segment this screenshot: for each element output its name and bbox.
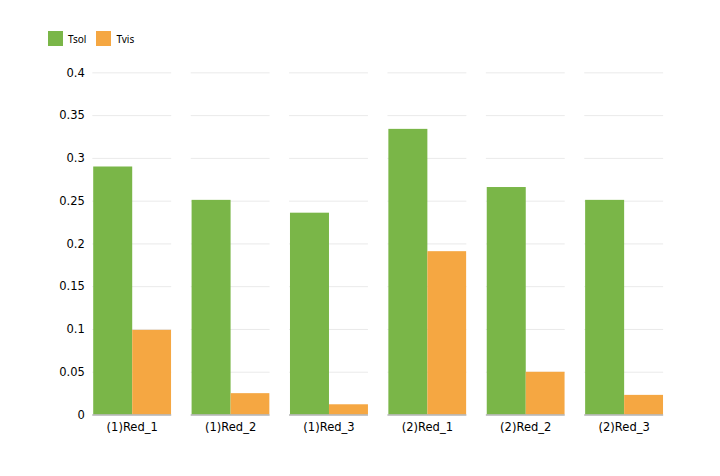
html-text:Tsol: Tsol xyxy=(68,31,87,46)
svg-text:0.15: 0.15 xyxy=(59,279,85,293)
svg-text:(1)Red_2: (1)Red_2 xyxy=(205,420,256,434)
svg-text:(1)Red_1: (1)Red_1 xyxy=(107,420,158,434)
svg-text:0.4: 0.4 xyxy=(66,66,84,80)
svg-text:(1)Red_3: (1)Red_3 xyxy=(303,420,354,434)
svg-text:0: 0 xyxy=(77,408,84,422)
svg-text:0.1: 0.1 xyxy=(66,322,84,336)
svg-text:0.25: 0.25 xyxy=(59,194,85,208)
svg-text:0.3: 0.3 xyxy=(66,151,84,165)
svg-text:(2)Red_1: (2)Red_1 xyxy=(402,420,453,434)
svg-text:0.2: 0.2 xyxy=(66,237,84,251)
html-text:Tvis: Tvis xyxy=(116,31,135,46)
svg-text:0.05: 0.05 xyxy=(59,365,85,379)
svg-text:(2)Red_2: (2)Red_2 xyxy=(500,420,551,434)
svg-text:(2)Red_3: (2)Red_3 xyxy=(598,420,649,434)
svg-text:0.35: 0.35 xyxy=(59,108,85,122)
